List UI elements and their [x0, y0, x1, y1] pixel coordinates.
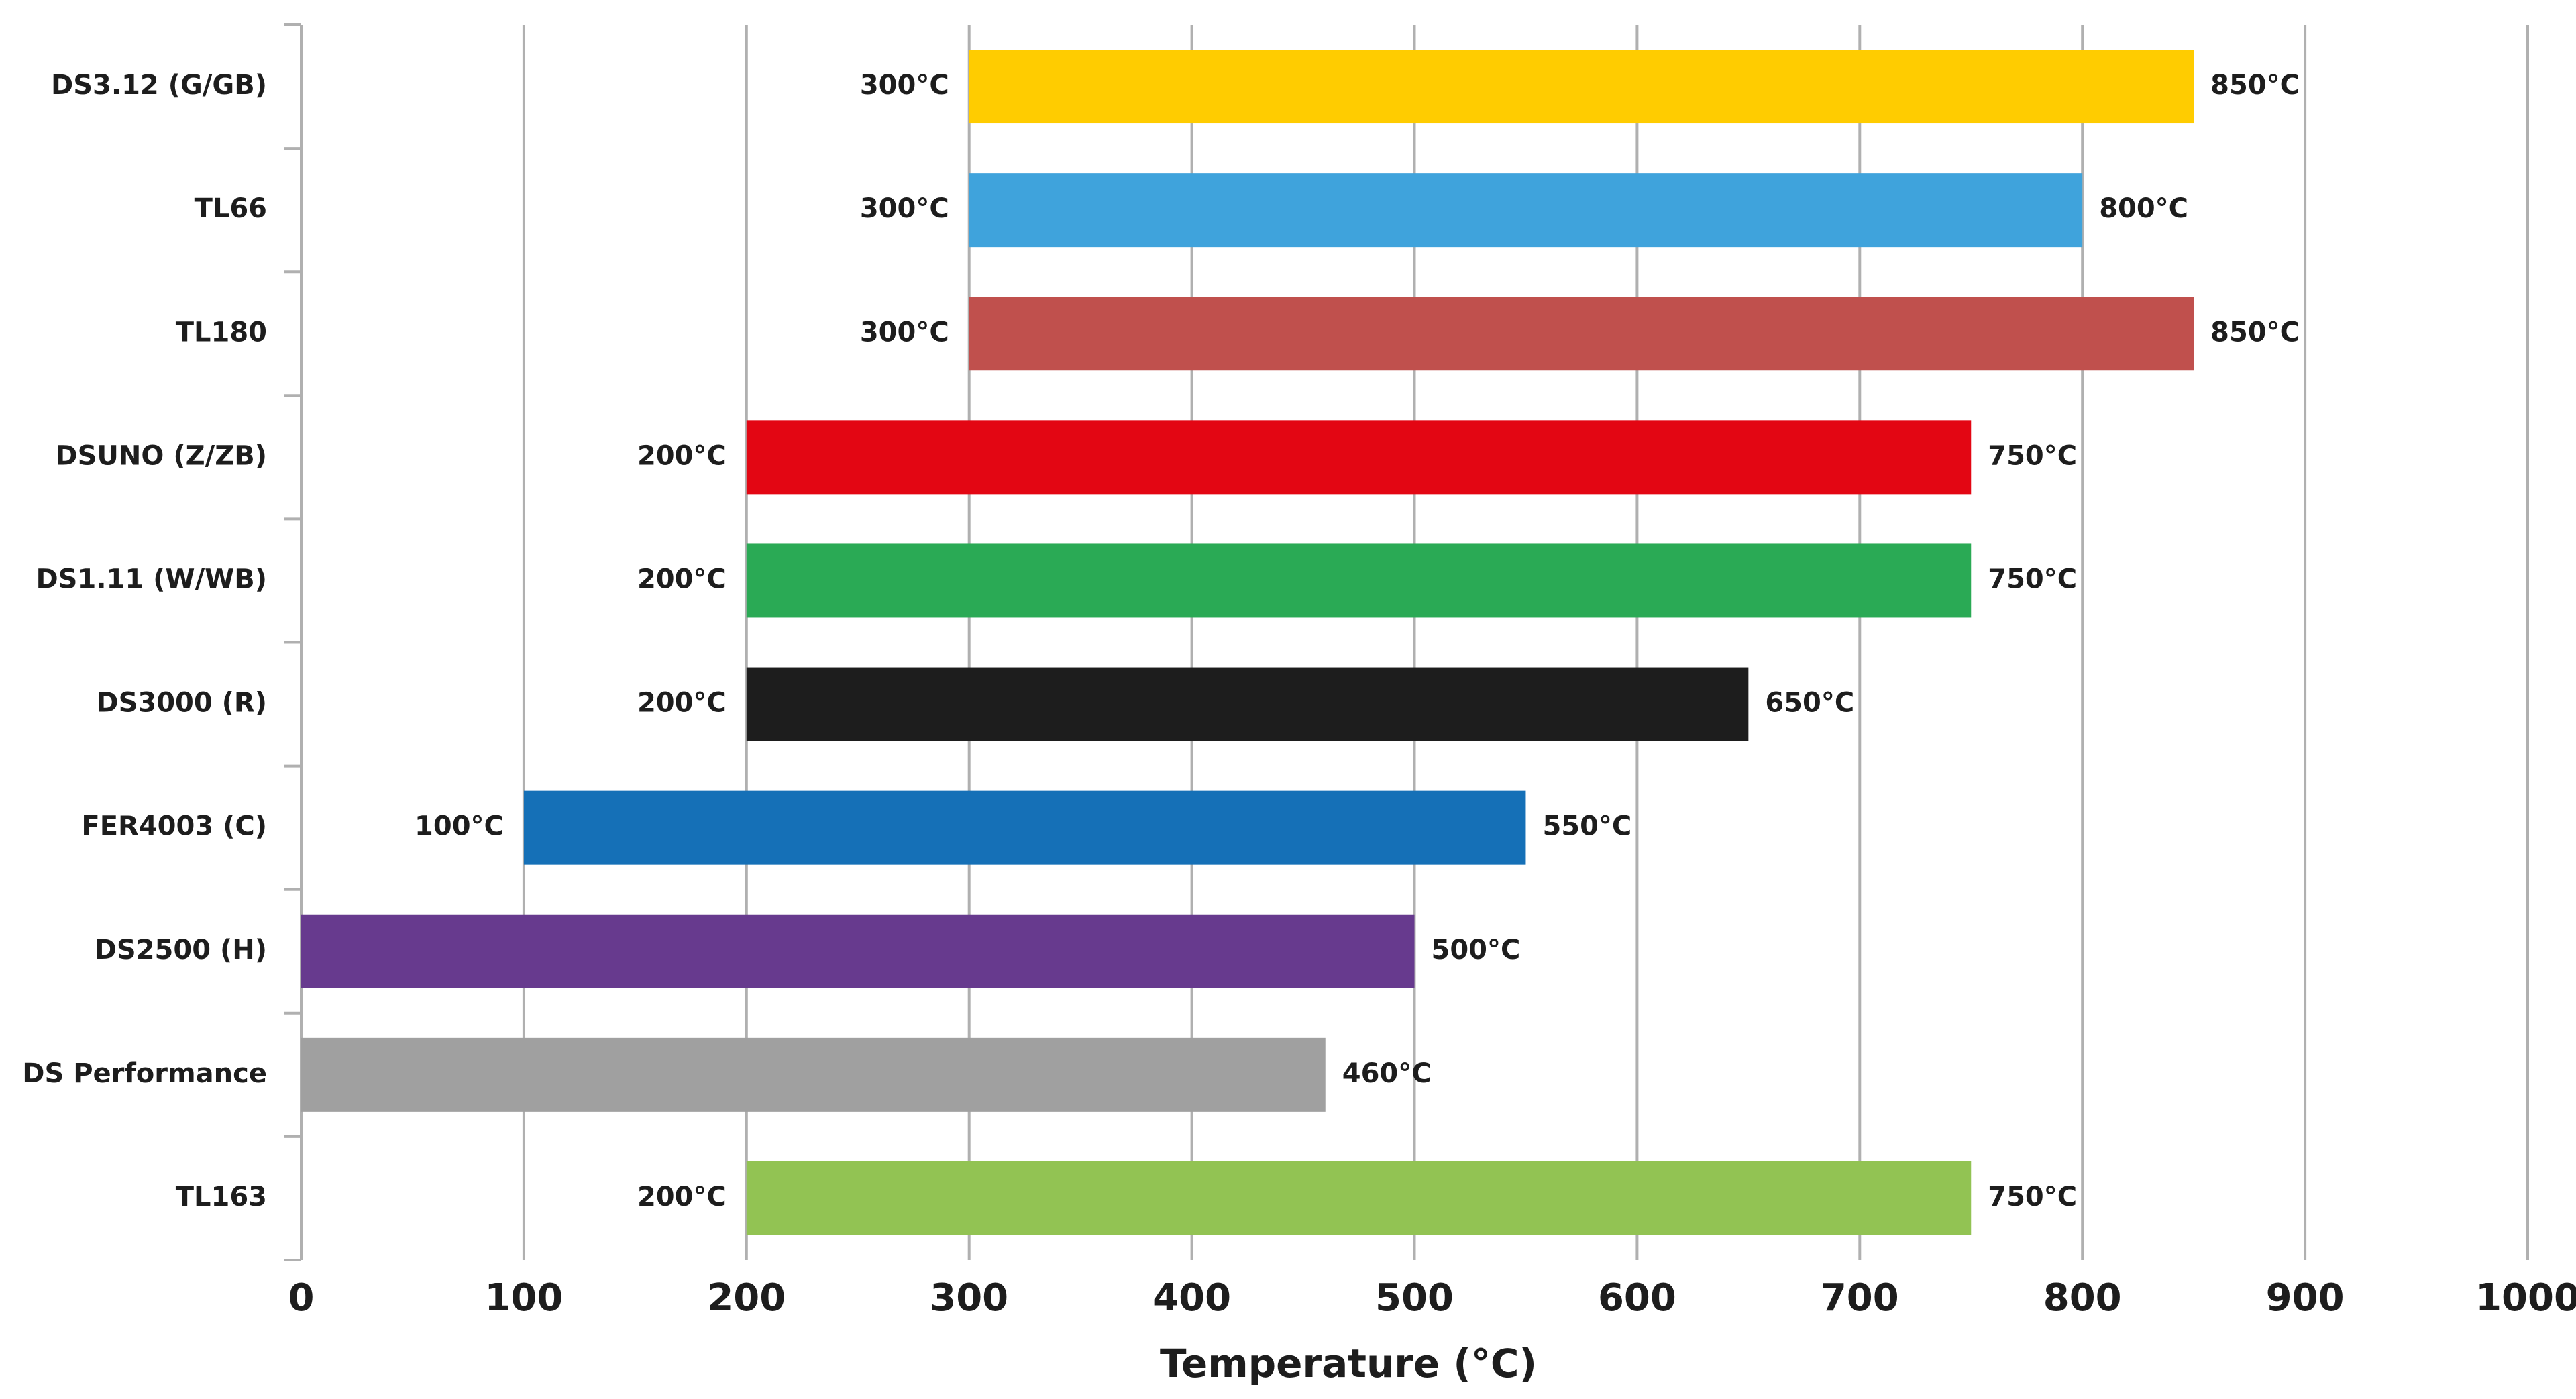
low-label: 200°C — [637, 440, 727, 471]
bar — [301, 1037, 1326, 1112]
low-label: 200°C — [637, 1182, 727, 1212]
category-label: DSUNO (Z/ZB) — [55, 440, 267, 471]
value-label: 460°C — [1342, 1058, 1432, 1089]
x-tick-label: 0 — [288, 1276, 315, 1320]
value-label: 650°C — [1765, 688, 1854, 719]
value-label: 750°C — [1988, 564, 2077, 594]
bar — [746, 543, 1972, 618]
x-tick-label: 1000 — [2475, 1276, 2576, 1320]
category-label: DS2500 (H) — [95, 935, 267, 966]
x-tick-label: 600 — [1598, 1276, 1676, 1320]
value-label: 850°C — [2210, 317, 2300, 348]
bar — [746, 1161, 1972, 1235]
bar — [969, 50, 2194, 124]
x-axis-title: Temperature (°C) — [1160, 1341, 1537, 1386]
category-label: DS3.12 (G/GB) — [51, 70, 267, 101]
x-tick-label: 200 — [707, 1276, 786, 1320]
value-label: 550°C — [1542, 811, 1631, 842]
x-tick-label: 100 — [484, 1276, 563, 1320]
x-tick-label: 700 — [1821, 1276, 1899, 1320]
value-label: 750°C — [1988, 440, 2077, 471]
value-label: 850°C — [2210, 70, 2300, 101]
x-tick-label: 300 — [930, 1276, 1008, 1320]
category-label: DS3000 (R) — [96, 688, 267, 719]
bar — [523, 790, 1526, 865]
low-label: 100°C — [415, 811, 504, 842]
category-label: TL66 — [195, 193, 267, 224]
low-label: 300°C — [860, 193, 949, 224]
x-tick-label: 500 — [1375, 1276, 1454, 1320]
category-label: TL180 — [176, 317, 267, 348]
category-label: DS Performance — [22, 1058, 267, 1089]
value-label: 800°C — [2099, 193, 2188, 224]
bar — [746, 420, 1972, 495]
value-label: 500°C — [1432, 935, 1521, 966]
category-label: FER4003 (C) — [81, 811, 267, 842]
bar — [969, 173, 2083, 248]
low-label: 300°C — [860, 317, 949, 348]
x-tick-label: 900 — [2266, 1276, 2345, 1320]
low-label: 300°C — [860, 70, 949, 101]
category-label: DS1.11 (W/WB) — [36, 564, 267, 594]
bar — [301, 914, 1415, 988]
low-label: 200°C — [637, 564, 727, 594]
category-label: TL163 — [176, 1182, 267, 1212]
bar — [746, 667, 1749, 741]
low-label: 200°C — [637, 688, 727, 719]
x-tick-label: 800 — [2043, 1276, 2122, 1320]
bar — [969, 297, 2194, 371]
x-tick-label: 400 — [1152, 1276, 1231, 1320]
value-label: 750°C — [1988, 1182, 2077, 1212]
